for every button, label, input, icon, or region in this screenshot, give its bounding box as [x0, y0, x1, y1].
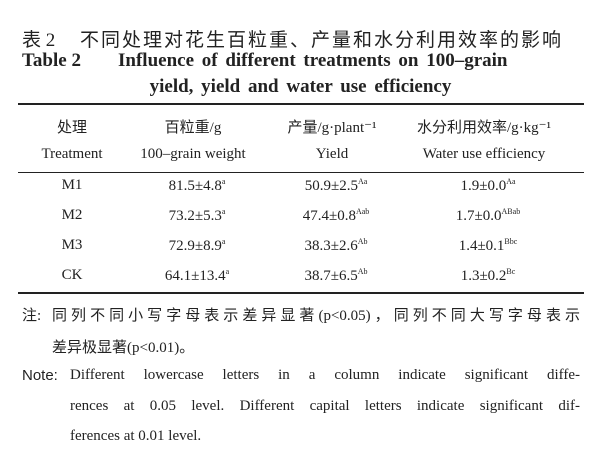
cell-value: 73.2±5.3: [168, 208, 222, 224]
cell-significance: a: [221, 177, 226, 186]
cell-significance: Ab: [357, 237, 368, 246]
cell-value: 64.1±13.4: [164, 268, 226, 284]
header-cell: 100–grain weight: [140, 146, 246, 162]
cell: M2: [62, 207, 83, 224]
cell: 50.9±2.5Aa: [305, 177, 368, 195]
note-line: ferences at 0.01 level.: [70, 428, 202, 444]
cell: 1.9±0.0Aa: [460, 177, 515, 195]
title-en-line: yield, yield and water use efficiency: [149, 76, 452, 97]
title-label-en: Table 2: [22, 50, 81, 71]
cell-significance: Bbc: [504, 237, 518, 246]
cell-value: 38.7±6.5: [304, 268, 358, 284]
cell-significance: a: [221, 237, 226, 246]
header-cell: Water use efficiency: [422, 146, 546, 162]
cell-value: 1.3±0.2: [460, 268, 507, 284]
header-cell: Yield: [315, 146, 349, 162]
cell-value: 1.9±0.0: [460, 178, 507, 194]
cell: 1.7±0.0ABab: [456, 207, 520, 225]
note-line: 差异极显著(p<0.01)。: [52, 340, 195, 356]
cell-value: 47.4±0.8: [302, 208, 356, 224]
cell-value: M2: [61, 207, 83, 223]
note-label-cn: 注:: [22, 308, 42, 324]
header-cell: 百粒重/g: [164, 120, 222, 136]
note-label-en: Note:: [22, 367, 58, 384]
mid-rule: [18, 172, 584, 173]
cell: M1: [62, 177, 83, 194]
cell: 38.3±2.6Ab: [304, 237, 367, 255]
cell: 1.3±0.2Bc: [461, 267, 516, 285]
note-line: rences at 0.05 level. Different capital …: [70, 398, 580, 414]
cell-value: CK: [61, 267, 83, 283]
cell-significance: Ab: [357, 267, 368, 276]
note-line: Different lowercase letters in a column …: [70, 367, 580, 383]
header-cell: Treatment: [41, 146, 103, 162]
cell: 1.4±0.1Bbc: [459, 237, 518, 255]
cell-value: 1.7±0.0: [455, 208, 502, 224]
title-cn: 不同处理对花生百粒重、产量和水分利用效率的影响: [80, 30, 564, 51]
cell-value: M1: [61, 177, 83, 193]
bottom-rule: [18, 292, 584, 294]
cell-value: M3: [61, 237, 83, 253]
cell-value: 1.4±0.1: [458, 238, 505, 254]
header-cell: 处理: [56, 120, 88, 136]
cell: 38.7±6.5Ab: [304, 267, 367, 285]
cell-significance: a: [221, 207, 226, 216]
cell-value: 50.9±2.5: [304, 178, 358, 194]
cell: 72.9±8.9a: [169, 237, 226, 255]
title-en-line: Influence of different treatments on 100…: [118, 50, 508, 71]
cell-value: 38.3±2.6: [304, 238, 358, 254]
cell: 81.5±4.8a: [169, 177, 226, 195]
cell-value: 72.9±8.9: [168, 238, 222, 254]
cell-significance: Bc: [506, 267, 516, 276]
header-cell: 水分利用效率/g·kg⁻¹: [416, 120, 552, 136]
cell-value: 81.5±4.8: [168, 178, 222, 194]
cell: 64.1±13.4a: [165, 267, 229, 285]
cell: 73.2±5.3a: [169, 207, 226, 225]
header-cell: 产量/g·plant⁻¹: [287, 120, 377, 136]
cell: 47.4±0.8Aab: [303, 207, 370, 225]
top-rule: [18, 103, 584, 105]
title-label-cn: 表 2: [22, 30, 56, 51]
cell: M3: [62, 237, 83, 254]
note-line: 同列不同小写字母表示差异显著(p<0.05)，同列不同大写字母表示: [52, 308, 580, 324]
cell-significance: ABab: [501, 207, 521, 216]
cell-significance: Aab: [355, 207, 370, 216]
cell-significance: a: [225, 267, 230, 276]
cell-significance: Aa: [357, 177, 368, 186]
cell-significance: Aa: [506, 177, 516, 186]
cell: CK: [62, 267, 83, 284]
